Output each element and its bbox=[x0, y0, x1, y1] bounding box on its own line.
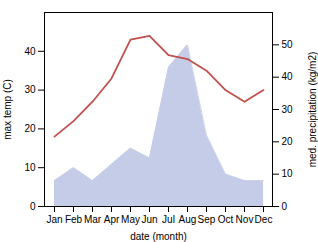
svg-text:20: 20 bbox=[282, 136, 294, 147]
svg-text:0: 0 bbox=[30, 201, 36, 212]
svg-text:30: 30 bbox=[282, 104, 294, 115]
svg-text:10: 10 bbox=[282, 168, 294, 179]
svg-text:10: 10 bbox=[24, 162, 36, 173]
svg-text:May: May bbox=[121, 214, 140, 225]
svg-text:Feb: Feb bbox=[65, 214, 83, 225]
svg-text:Jan: Jan bbox=[46, 214, 62, 225]
svg-text:40: 40 bbox=[282, 71, 294, 82]
svg-text:med. precipitation (kg/m2): med. precipitation (kg/m2) bbox=[307, 52, 318, 168]
svg-text:Nov: Nov bbox=[236, 214, 254, 225]
svg-text:0: 0 bbox=[282, 201, 288, 212]
svg-text:Aug: Aug bbox=[179, 214, 197, 225]
svg-text:20: 20 bbox=[24, 123, 36, 134]
svg-text:Mar: Mar bbox=[84, 214, 102, 225]
svg-text:max temp (C): max temp (C) bbox=[2, 79, 13, 140]
svg-text:40: 40 bbox=[24, 46, 36, 57]
svg-text:Oct: Oct bbox=[218, 214, 234, 225]
svg-text:Sep: Sep bbox=[198, 214, 216, 225]
svg-text:Jun: Jun bbox=[141, 214, 157, 225]
svg-text:Dec: Dec bbox=[255, 214, 273, 225]
svg-text:date (month): date (month) bbox=[130, 231, 187, 242]
svg-text:Apr: Apr bbox=[104, 214, 120, 225]
svg-text:50: 50 bbox=[282, 39, 294, 50]
svg-text:Jul: Jul bbox=[162, 214, 175, 225]
svg-text:30: 30 bbox=[24, 84, 36, 95]
